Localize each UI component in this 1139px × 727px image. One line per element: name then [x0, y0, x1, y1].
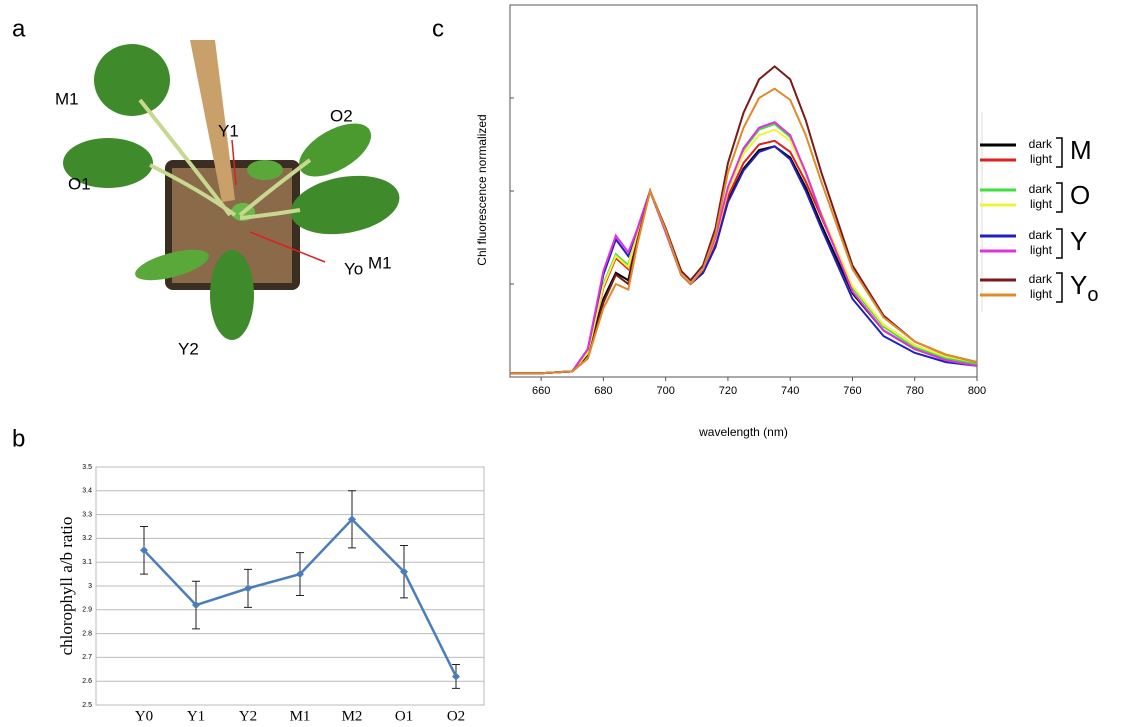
x-tick-label: M2	[342, 708, 363, 724]
legend-group: O	[1070, 180, 1090, 210]
marker	[140, 546, 148, 555]
legend-label: dark	[1029, 182, 1053, 196]
y-tick-label: 2.7	[82, 654, 92, 661]
photo-label: Y1	[218, 121, 239, 140]
x-tick-label: Y2	[239, 708, 257, 724]
photo-label: Yo	[344, 259, 363, 278]
legend-bracket	[1056, 182, 1063, 213]
legend-group-text: O	[1070, 180, 1090, 210]
legend-label: light	[1030, 287, 1053, 301]
panel-label: b	[12, 425, 25, 452]
y-tick-label: 3.2	[82, 535, 92, 542]
legend-group: M	[1070, 135, 1092, 165]
x-tick-label: 800	[968, 385, 986, 397]
legend-group-text: Y	[1070, 226, 1087, 256]
legend-label: light	[1030, 197, 1053, 211]
x-tick-label: Y1	[187, 708, 205, 724]
y-tick-label: 3	[88, 583, 92, 590]
marker	[348, 515, 356, 524]
legend-group-text: Y	[1070, 270, 1087, 300]
legend-bracket	[1056, 272, 1063, 303]
panel-label: c	[432, 15, 444, 42]
x-tick-label: O2	[447, 708, 465, 724]
x-tick-label: Y0	[135, 708, 153, 724]
x-tick-label: 760	[843, 385, 861, 397]
photo-label: M1	[368, 253, 392, 272]
marker	[296, 570, 304, 579]
legend-bracket	[1056, 137, 1063, 168]
legend-group-text: M	[1070, 135, 1092, 165]
photo-label: O2	[330, 106, 353, 125]
series-line	[510, 139, 978, 375]
marker	[244, 584, 252, 593]
x-axis-label: wavelength (nm)	[698, 425, 788, 439]
y-tick-label: 3.4	[82, 488, 92, 495]
legend-group-sub: o	[1087, 284, 1098, 306]
legend-label: light	[1030, 152, 1053, 166]
panel-label: a	[12, 15, 26, 42]
legend-label: dark	[1029, 137, 1053, 151]
legend-label: dark	[1029, 228, 1053, 242]
y-tick-label: 2.9	[82, 607, 92, 614]
series-line	[510, 87, 978, 375]
legend-label: light	[1030, 243, 1053, 257]
x-tick-label: M1	[290, 708, 311, 724]
y-tick-label: 2.8	[82, 630, 92, 637]
x-tick-label: 700	[656, 385, 674, 397]
y-tick-label: 2.5	[82, 702, 92, 709]
x-tick-label: 660	[532, 385, 550, 397]
legend-label: dark	[1029, 272, 1053, 286]
y-tick-label: 3.3	[82, 511, 92, 518]
y-tick-label: 2.6	[82, 678, 92, 685]
y-tick-label: 3.5	[82, 464, 92, 471]
y-tick-label: 3.1	[82, 559, 92, 566]
series-line	[510, 65, 978, 375]
x-tick-label: O1	[395, 708, 413, 724]
photo-label: M1	[55, 89, 79, 108]
photo-label: Y2	[178, 339, 199, 358]
marker	[192, 601, 200, 610]
marker	[400, 567, 408, 576]
legend-bracket	[1056, 228, 1063, 259]
y-axis-label: Chl fluorescence normalized	[475, 114, 489, 265]
plant-photo	[63, 40, 400, 340]
x-tick-label: 740	[781, 385, 799, 397]
legend-group: Y	[1070, 226, 1087, 256]
series-line	[510, 145, 978, 375]
photo-label: O1	[68, 174, 91, 193]
x-tick-label: 720	[719, 385, 737, 397]
marker	[452, 672, 460, 681]
plot-area	[509, 4, 978, 378]
x-tick-label: 680	[594, 385, 612, 397]
legend-group: Yo	[1070, 270, 1098, 306]
y-axis-label: chlorophyll a/b ratio	[57, 517, 76, 656]
x-tick-label: 780	[906, 385, 924, 397]
